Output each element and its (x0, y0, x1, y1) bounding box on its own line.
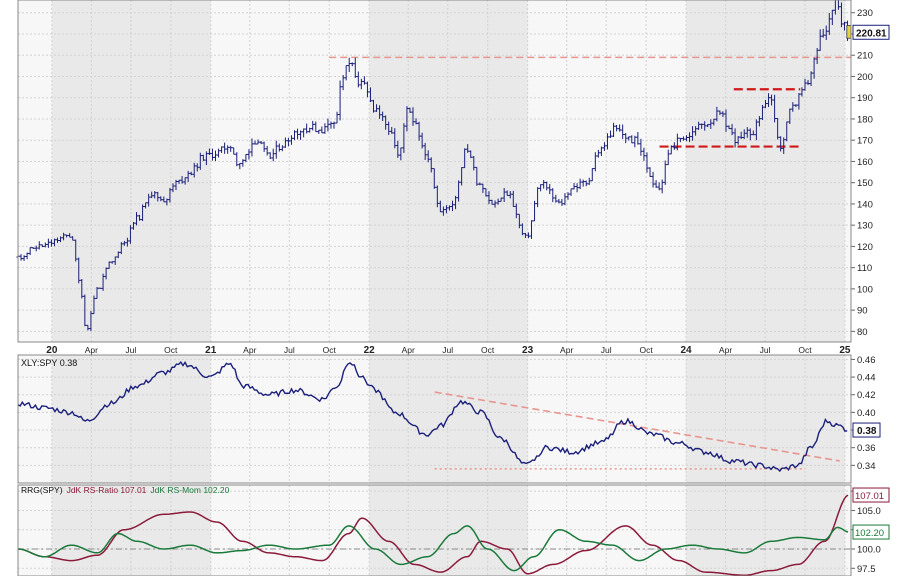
last-value-label: 220.81 (856, 28, 887, 39)
y-tick-label: 170 (857, 136, 873, 147)
x-tick-label: Jul (125, 345, 136, 355)
y-tick-label: 0.42 (857, 390, 876, 401)
series-line-rs-ratio (17, 494, 849, 576)
x-tick-label: Jul (284, 345, 295, 355)
panel-frame (17, 354, 852, 484)
panel-frame (17, 0, 852, 343)
panel-frame (17, 484, 852, 576)
y-tick-label: 210 (857, 51, 873, 62)
y-tick-label: 230 (857, 8, 873, 19)
y-tick-label: 0.40 (857, 408, 876, 419)
legend-prefix: RRG(SPY) (21, 485, 63, 495)
x-tick-label: 24 (680, 345, 692, 356)
y-tick-label: 0.34 (857, 461, 876, 472)
last-value-label: 0.38 (857, 426, 877, 437)
last-bar-highlight (846, 25, 852, 39)
year-band (686, 0, 845, 342)
x-tick-label: Apr (560, 345, 573, 355)
y-tick-label: 130 (857, 221, 873, 232)
y-tick-label: 120 (857, 242, 873, 253)
year-band (51, 0, 211, 342)
x-tick-label: 20 (46, 345, 58, 356)
y-tick-label: 97.5 (857, 564, 876, 575)
year-band (369, 0, 528, 342)
last-value-box (852, 487, 890, 503)
y-tick-label: 160 (857, 157, 873, 168)
y-tick-label: 80 (857, 327, 868, 338)
y-tick-label: 100.0 (857, 545, 881, 556)
x-tick-label: Oct (164, 345, 178, 355)
last-value-label: 102.20 (855, 528, 884, 539)
y-tick-label: 105.0 (857, 506, 881, 517)
x-tick-label: 25 (839, 345, 851, 356)
legend-item: JdK RS-Ratio 107.01 (67, 485, 147, 495)
series-line-rs-mom (17, 525, 849, 572)
x-tick-label: Oct (639, 345, 653, 355)
last-value-box (852, 524, 890, 540)
downtrend-line (434, 391, 840, 462)
annotations (18, 56, 851, 550)
y-tick-label: 0.44 (857, 373, 876, 384)
y-tick-label: 100 (857, 284, 873, 295)
x-tick-label: Oct (481, 345, 495, 355)
x-tick-label: 23 (522, 345, 534, 356)
y-tick-label: 150 (857, 178, 873, 189)
last-value-box (852, 24, 890, 40)
legend-rrg: RRG(SPY) JdK RS-Ratio 107.01 JdK RS-Mom 10… (21, 485, 230, 495)
legend-item: JdK RS-Mom 102.20 (150, 485, 229, 495)
x-tick-label: Apr (243, 345, 256, 355)
x-tick-label: Apr (85, 345, 98, 355)
year-band (369, 355, 528, 483)
last-value-label: 107.01 (855, 491, 884, 502)
legends: 220.81 XLY:SPY 0.38 0.38 107.01 102.20 RRG(SP… (21, 24, 890, 540)
x-tick-label: 21 (205, 345, 217, 356)
x-tick-label: Apr (719, 345, 732, 355)
x-tick-label: Oct (323, 345, 337, 355)
series (16, 0, 852, 576)
y-tick-label: 90 (857, 306, 868, 317)
x-tick-label: 22 (364, 345, 376, 356)
last-value-box (852, 422, 881, 438)
y-tick-label: 180 (857, 114, 873, 125)
x-tick-label: Jul (601, 345, 612, 355)
y-tick-label: 110 (857, 263, 872, 274)
y-tick-label: 0.46 (857, 355, 876, 366)
x-tick-label: Apr (402, 345, 415, 355)
y-tick-label: 140 (857, 199, 873, 210)
y-tick-label: 200 (857, 72, 873, 83)
y-tick-label: 0.36 (857, 443, 876, 454)
x-tick-label: Jul (760, 345, 771, 355)
legend-xly-spy: XLY:SPY 0.38 (21, 358, 77, 368)
y-tick-label: 190 (857, 93, 873, 104)
x-tick-label: Oct (798, 345, 812, 355)
x-tick-label: Jul (442, 345, 453, 355)
series-line-xly-spy (17, 360, 848, 473)
panel-frames (17, 0, 855, 576)
